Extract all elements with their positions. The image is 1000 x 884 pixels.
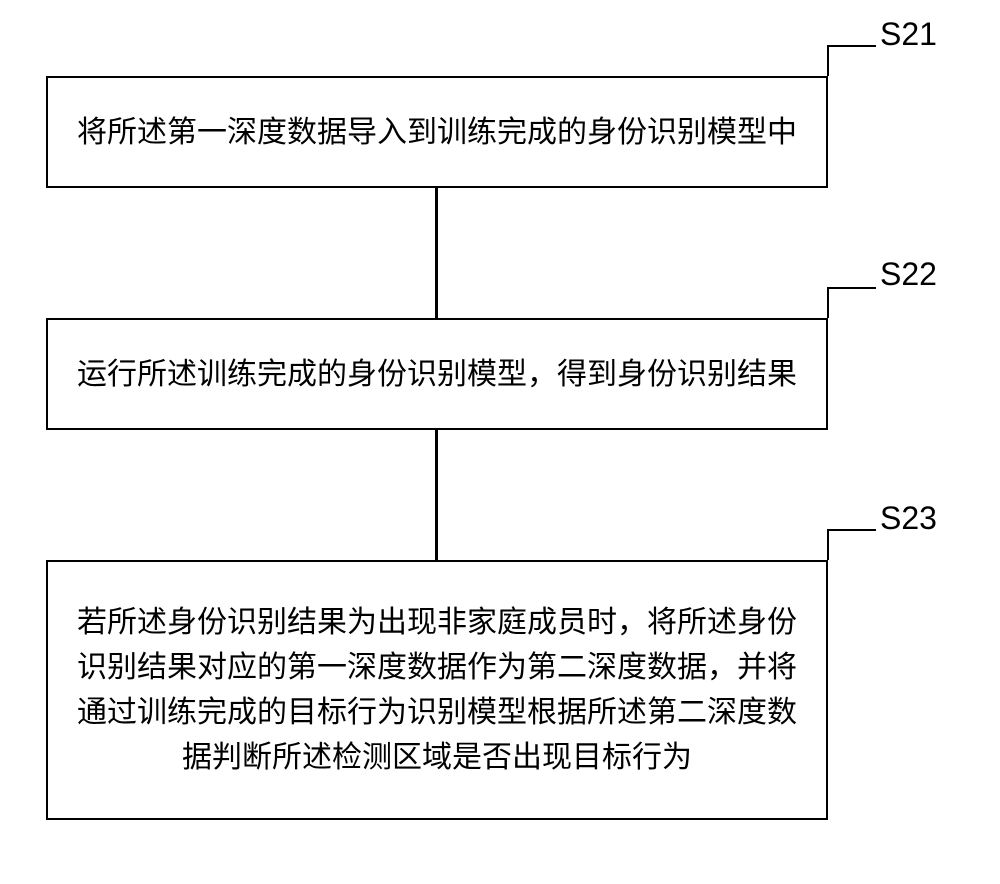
box-text: 运行所述训练完成的身份识别模型，得到身份识别结果 — [77, 352, 797, 397]
flowchart-box-s23: 若所述身份识别结果为出现非家庭成员时，将所述身份识别结果对应的第一深度数据作为第… — [46, 560, 828, 820]
connector-1-2 — [435, 188, 438, 318]
connector-2-3 — [435, 430, 438, 560]
step-label-s23: S23 — [880, 500, 937, 537]
step-label-s22: S22 — [880, 256, 937, 293]
box-text: 将所述第一深度数据导入到训练完成的身份识别模型中 — [77, 110, 797, 155]
box-text: 若所述身份识别结果为出现非家庭成员时，将所述身份识别结果对应的第一深度数据作为第… — [68, 600, 806, 780]
flowchart-container: 将所述第一深度数据导入到训练完成的身份识别模型中 S21 运行所述训练完成的身份… — [0, 0, 1000, 884]
step-label-s21: S21 — [880, 16, 937, 53]
flowchart-box-s21: 将所述第一深度数据导入到训练完成的身份识别模型中 — [46, 76, 828, 188]
flowchart-box-s22: 运行所述训练完成的身份识别模型，得到身份识别结果 — [46, 318, 828, 430]
